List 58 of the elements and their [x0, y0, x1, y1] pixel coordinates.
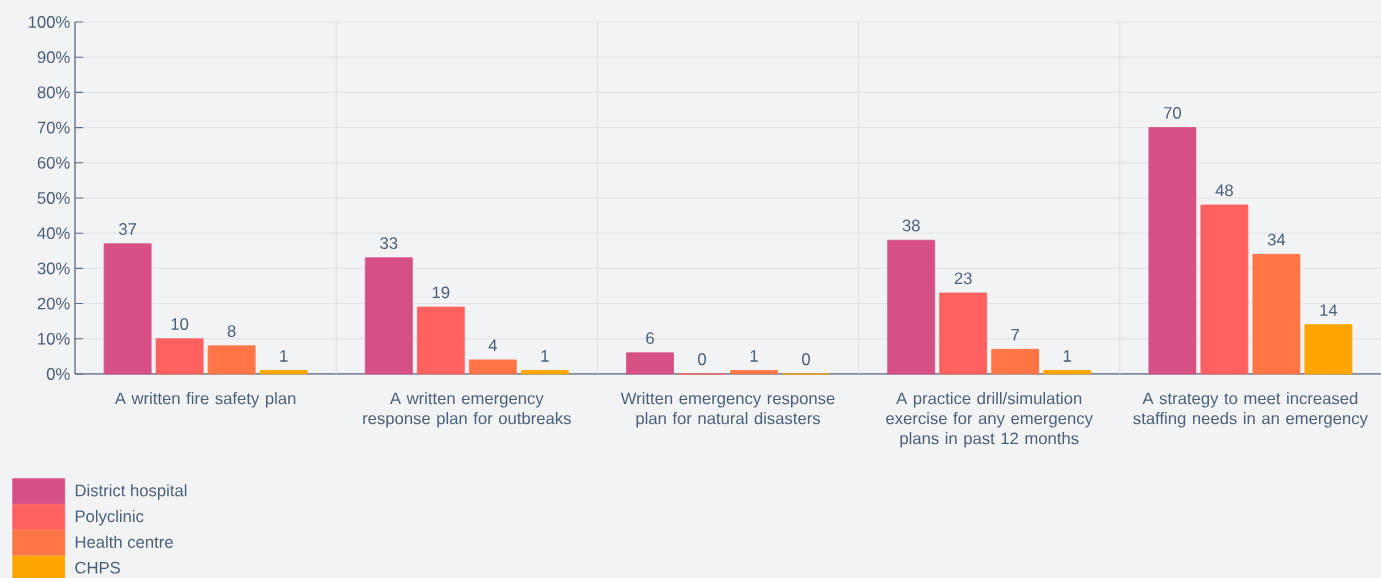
data-label: 37	[118, 223, 137, 235]
legend-label: District hospital	[75, 484, 187, 500]
y-tick-label: 60%	[37, 156, 70, 169]
y-tick-label: 40%	[37, 227, 70, 240]
bar	[1252, 253, 1301, 375]
bar	[1148, 127, 1197, 375]
data-label: 1	[541, 350, 549, 362]
bar	[364, 257, 413, 375]
bar	[1043, 370, 1092, 375]
data-label: 38	[902, 219, 920, 232]
x-tick-label: A written emergency response plan for outbreaks	[363, 392, 571, 428]
y-tick-label: 90%	[37, 51, 70, 64]
legend-label: Health centre	[75, 535, 173, 549]
bar	[626, 352, 674, 375]
bar	[416, 306, 465, 375]
x-tick-label: A written fire safety plan	[114, 392, 296, 408]
bar	[103, 243, 152, 375]
data-label: 8	[227, 325, 236, 337]
y-tick-label: 20%	[37, 297, 70, 310]
data-label: 0	[802, 353, 810, 366]
data-label: 1	[750, 350, 758, 362]
legend-label: CHPS	[75, 561, 120, 574]
data-label: 7	[1011, 329, 1019, 341]
bar	[887, 239, 936, 375]
x-tick-label: Written emergency response plan for natural disasters	[620, 392, 835, 428]
bar	[207, 345, 256, 375]
y-tick-label: 70%	[37, 121, 70, 134]
x-tick-label: A practice drill/simulation exercise for any emergency plans in past 12 months	[886, 392, 1093, 448]
bar	[259, 370, 308, 375]
data-label: 1	[1063, 350, 1072, 362]
data-label: 14	[1320, 304, 1338, 316]
data-label: 10	[171, 318, 189, 330]
data-label: 70	[1163, 106, 1182, 119]
data-label: 6	[646, 332, 654, 345]
data-label: 4	[488, 339, 497, 352]
bar	[468, 359, 517, 375]
data-label: 19	[432, 286, 450, 299]
bar	[1200, 204, 1249, 375]
data-label: 34	[1267, 233, 1286, 246]
bar	[730, 370, 778, 375]
bar	[155, 338, 204, 375]
bar	[991, 348, 1040, 375]
y-tick-label: 80%	[37, 86, 70, 99]
data-label: 33	[380, 237, 398, 249]
bar	[939, 292, 988, 375]
legend-label: Polyclinic	[75, 509, 144, 526]
data-label: 48	[1215, 184, 1233, 197]
y-tick-label: 0%	[46, 368, 70, 380]
data-label: 0	[698, 353, 706, 366]
x-tick-label: A strategy to meet increased staffing needs in an emergency	[1133, 392, 1368, 428]
data-label: 23	[954, 272, 972, 285]
y-tick-label: 10%	[38, 332, 70, 345]
data-label: 1	[280, 350, 288, 362]
bar	[520, 370, 569, 375]
y-tick-label: 30%	[37, 262, 70, 275]
y-tick-label: 100%	[28, 16, 70, 28]
bar	[1304, 324, 1353, 375]
y-tick-label: 50%	[37, 192, 70, 204]
